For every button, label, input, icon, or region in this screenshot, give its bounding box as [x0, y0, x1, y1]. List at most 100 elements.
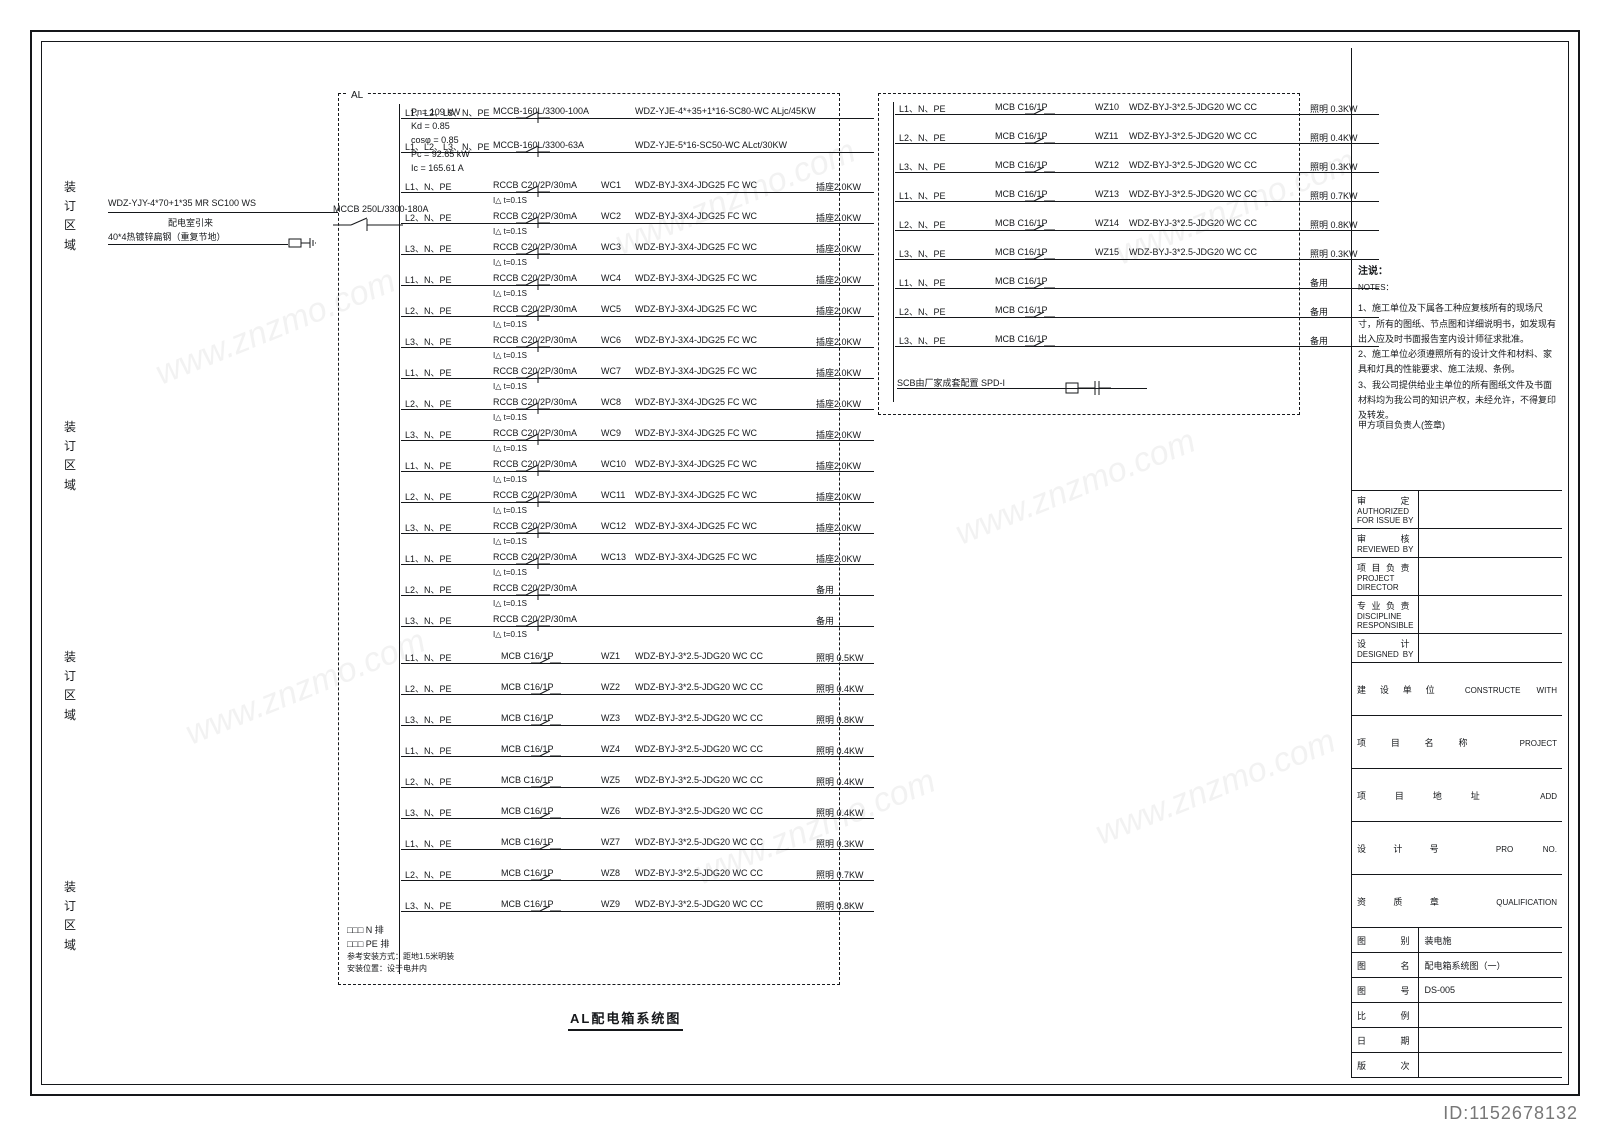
- circuit-row: L3、N、PE MCB C16/1P WZ6 WDZ-BYJ-3*2.5-JDG…: [401, 804, 874, 832]
- circuit-row: L3、N、PE RCCB C20/2P/30mA I△ t=0.1S WC9 W…: [401, 426, 874, 454]
- phase: L1、N、PE: [405, 744, 452, 757]
- cable-spec: WDZ-BYJ-3X4-JDG25 FC WC: [635, 397, 757, 407]
- spd-icon: [1065, 380, 1111, 398]
- phase: L2、N、PE: [899, 131, 946, 144]
- tb-key: 图 名: [1352, 953, 1419, 978]
- circuit-row: L3、N、PE MCB C16/1P WZ9 WDZ-BYJ-3*2.5-JDG…: [401, 897, 874, 925]
- circuit-id: WC13: [601, 552, 626, 562]
- phase: L2、N、PE: [405, 211, 452, 224]
- phase: L2、N、PE: [405, 682, 452, 695]
- circuit-id: WC6: [601, 335, 621, 345]
- circuit-id: WC2: [601, 211, 621, 221]
- breaker-icon: [516, 371, 550, 385]
- load: 插座2.0KW: [816, 397, 861, 410]
- watermark: www.znzmo.com: [1090, 722, 1341, 854]
- load: 插座2.0KW: [816, 428, 861, 441]
- tb-val: [1419, 529, 1562, 558]
- cable-spec: WDZ-BYJ-3*2.5-JDG20 WC CC: [635, 899, 763, 909]
- tb-val: [1419, 1003, 1562, 1028]
- circuit-row: L1、N、PE MCB C16/1P WZ7 WDZ-BYJ-3*2.5-JDG…: [401, 835, 874, 863]
- breaker-icon: [516, 309, 550, 323]
- cable-spec: WDZ-BYJ-3*2.5-JDG20 WC CC: [1129, 189, 1257, 199]
- load: 照明 0.4KW: [816, 775, 864, 788]
- cable-spec: WDZ-BYJ-3*2.5-JDG20 WC CC: [1129, 247, 1257, 257]
- breaker-icon: [531, 719, 561, 731]
- phase: L3、N、PE: [405, 614, 452, 627]
- breaker-icon: [531, 657, 561, 669]
- tb-val: [1419, 491, 1562, 529]
- tb-key: 日 期: [1352, 1028, 1419, 1053]
- tb-val: 配电箱系统图（一）: [1419, 953, 1562, 978]
- phase: L1、N、PE: [899, 189, 946, 202]
- load: 备用: [816, 614, 834, 627]
- circuit-row: L1、N、PE RCCB C20/2P/30mA I△ t=0.1S WC1 W…: [401, 178, 874, 206]
- load: 插座2.0KW: [816, 552, 861, 565]
- circuit-id: WC1: [601, 180, 621, 190]
- breaker-icon: [1025, 195, 1055, 207]
- circuit-row: L3、N、PE MCB C16/1P WZ12 WDZ-BYJ-3*2.5-JD…: [895, 158, 1379, 186]
- tb-key: 项目负责PROJECT DIRECTOR: [1352, 558, 1419, 596]
- cable-spec: WDZ-BYJ-3*2.5-JDG20 WC CC: [635, 806, 763, 816]
- breaker-icon: [516, 340, 550, 354]
- load: 照明 0.8KW: [816, 899, 864, 912]
- breaker-icon: [516, 247, 550, 261]
- circuit-row: L1、L2、L3、N、PE MCCB-160L/3300-63A WDZ-YJE…: [401, 138, 874, 166]
- circuit-id: WZ2: [601, 682, 620, 692]
- phase: L1、N、PE: [405, 180, 452, 193]
- load: 照明 0.4KW: [816, 806, 864, 819]
- phase: L3、N、PE: [899, 247, 946, 260]
- phase: L3、N、PE: [405, 899, 452, 912]
- load: 插座2.0KW: [816, 490, 861, 503]
- breaker-icon: [516, 402, 550, 416]
- tb-field: 设计号 PRO NO.: [1352, 822, 1562, 875]
- cable-spec: WDZ-BYJ-3*2.5-JDG20 WC CC: [1129, 218, 1257, 228]
- load: 插座2.0KW: [816, 242, 861, 255]
- tb-key: 版 次: [1352, 1053, 1419, 1078]
- breaker-icon: [516, 216, 550, 230]
- panel-params: Pn= 109 kW Kd = 0.85 cosφ = 0.85 Pc = 92…: [411, 106, 470, 176]
- breaker-icon: [1025, 224, 1055, 236]
- circuit-id: WC7: [601, 366, 621, 376]
- cable-spec: WDZ-BYJ-3X4-JDG25 FC WC: [635, 273, 757, 283]
- circuit-id: WZ13: [1095, 189, 1119, 199]
- breaker-icon: [516, 619, 550, 633]
- circuit-row: L2、N、PE MCB C16/1P WZ2 WDZ-BYJ-3*2.5-JDG…: [401, 680, 874, 708]
- tb-val: [1419, 1053, 1562, 1078]
- circuit-id: WZ10: [1095, 102, 1119, 112]
- tb-key: 设 计DESIGNED BY: [1352, 634, 1419, 663]
- cable-spec: WDZ-BYJ-3X4-JDG25 FC WC: [635, 459, 757, 469]
- circuit-id: WC11: [601, 490, 625, 500]
- circuit-row: L2、N、PE RCCB C20/2P/30mA I△ t=0.1S WC11 …: [401, 488, 874, 516]
- phase: L2、N、PE: [405, 775, 452, 788]
- circuit-id: WC4: [601, 273, 621, 283]
- circuit-row: L3、N、PE MCB C16/1P WZ15 WDZ-BYJ-3*2.5-JD…: [895, 245, 1379, 273]
- load: 照明 0.4KW: [816, 682, 864, 695]
- tb-key: 比 例: [1352, 1003, 1419, 1028]
- breaker-icon: [531, 812, 561, 824]
- circuit-row: L1、L2、L3、N、PE MCCB-160L/3300-100A WDZ-YJ…: [401, 104, 874, 132]
- cable-spec: WDZ-BYJ-3*2.5-JDG20 WC CC: [635, 744, 763, 754]
- spd-row: SCB由厂家成套配置 SPD-I: [897, 376, 1005, 389]
- busbar: [399, 104, 400, 974]
- phase: L2、N、PE: [899, 305, 946, 318]
- cable-spec: WDZ-BYJ-3*2.5-JDG20 WC CC: [635, 775, 763, 785]
- circuit-row: L2、N、PE MCB C16/1P 备用: [895, 303, 1379, 331]
- cable-spec: WDZ-BYJ-3*2.5-JDG20 WC CC: [1129, 160, 1257, 170]
- breaker-icon: [516, 278, 550, 292]
- circuit-id: WZ15: [1095, 247, 1119, 257]
- binding-label: 装订区域: [63, 878, 79, 955]
- tb-key: 专业负责DISCIPLINE RESPONSIBLE: [1352, 596, 1419, 634]
- load: 照明 0.7KW: [816, 868, 864, 881]
- cable-spec: WDZ-BYJ-3X4-JDG25 FC WC: [635, 490, 757, 500]
- owner-stamp: 甲方项目负责人(签章): [1358, 418, 1556, 431]
- circuit-id: WZ8: [601, 868, 620, 878]
- cable-spec: WDZ-YJE-4*+35+1*16-SC80-WC ALjc/45KW: [635, 106, 816, 116]
- tb-field: 项目地址 ADD: [1352, 769, 1562, 822]
- phase: L3、N、PE: [405, 335, 452, 348]
- tb-key: 图 别: [1352, 928, 1419, 953]
- diagram-caption: AL配电箱系统图: [568, 1008, 683, 1031]
- circuit-row: L2、N、PE MCB C16/1P WZ5 WDZ-BYJ-3*2.5-JDG…: [401, 773, 874, 801]
- phase: L3、N、PE: [899, 160, 946, 173]
- circuit-row: L1、N、PE RCCB C20/2P/30mA I△ t=0.1S WC4 W…: [401, 271, 874, 299]
- breaker-icon: [516, 588, 550, 602]
